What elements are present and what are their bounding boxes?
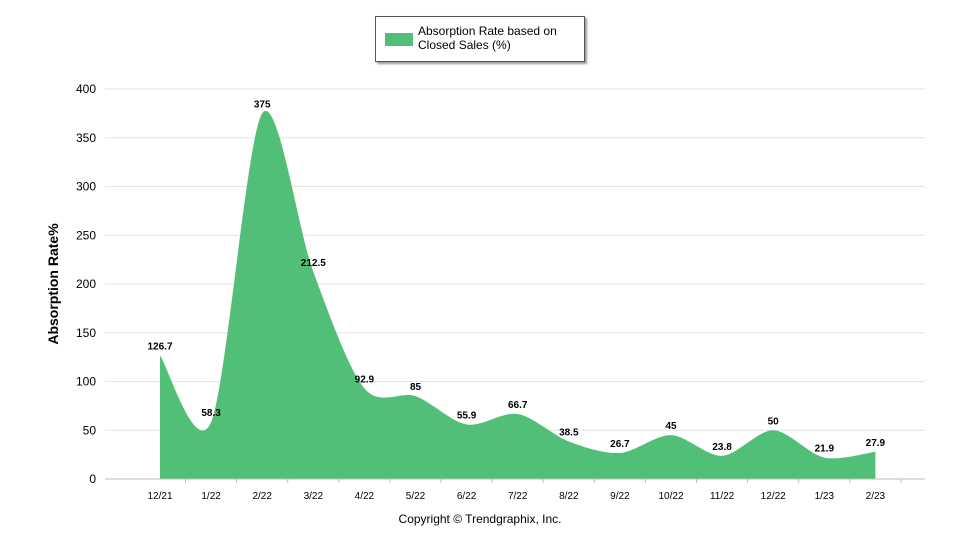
data-label: 55.9: [457, 410, 477, 421]
x-tick-label: 2/23: [866, 491, 886, 502]
x-tick-label: 10/22: [658, 491, 683, 502]
data-label: 92.9: [355, 374, 375, 385]
data-label: 85: [410, 382, 422, 393]
y-tick-label: 250: [76, 228, 96, 242]
data-label: 27.9: [866, 438, 886, 449]
y-tick-label: 200: [76, 277, 96, 291]
y-tick-label: 350: [76, 131, 96, 145]
y-tick-label: 400: [76, 82, 96, 96]
series-area: [160, 110, 876, 480]
y-tick-label: 150: [76, 326, 96, 340]
data-label: 212.5: [301, 258, 326, 269]
data-label: 375: [254, 99, 271, 110]
y-axis-ticks: 0 50 100 150 200 250 300 350 400: [76, 82, 96, 486]
copyright-text: Copyright © Trendgraphix, Inc.: [398, 512, 562, 526]
y-tick-label: 300: [76, 180, 96, 194]
x-tick-label: 8/22: [559, 491, 579, 502]
x-tick-label: 1/22: [201, 491, 221, 502]
y-axis-title: Absorption Rate%: [45, 223, 61, 345]
data-label: 58.3: [201, 408, 221, 419]
data-label: 66.7: [508, 400, 528, 411]
x-tick-label: 4/22: [355, 491, 375, 502]
data-label: 21.9: [815, 444, 835, 455]
legend: Absorption Rate based on Closed Sales (%…: [375, 16, 585, 62]
y-tick-label: 0: [89, 472, 96, 486]
x-tick-label: 2/22: [252, 491, 272, 502]
x-tick-label: 3/22: [304, 491, 324, 502]
x-tick-label: 12/21: [147, 491, 172, 502]
x-tick-label: 5/22: [406, 491, 426, 502]
x-tick-label: 9/22: [610, 491, 630, 502]
data-label: 38.5: [559, 427, 579, 438]
data-label: 126.7: [147, 341, 172, 352]
data-label: 45: [665, 421, 677, 432]
data-labels: 126.7 58.3 375 212.5 92.9 85 55.9 66.7 38.5 26.7 4…: [147, 99, 885, 454]
y-tick-label: 50: [83, 423, 97, 437]
x-axis-ticks: 12/21 1/22 2/22 3/22 4/22 5/22 6/22 7/22 8/22 9/2…: [147, 479, 902, 502]
y-tick-label: 100: [76, 375, 96, 389]
legend-swatch: [385, 33, 413, 46]
x-tick-label: 6/22: [457, 491, 477, 502]
legend-label: Absorption Rate based on Closed Sales (%…: [418, 24, 557, 52]
data-label: 26.7: [610, 439, 630, 450]
x-tick-label: 7/22: [508, 491, 528, 502]
data-label: 23.8: [712, 442, 732, 453]
x-tick-label: 12/22: [761, 491, 786, 502]
x-tick-label: 11/22: [710, 491, 735, 502]
x-tick-label: 1/23: [815, 491, 835, 502]
data-label: 50: [768, 416, 780, 427]
